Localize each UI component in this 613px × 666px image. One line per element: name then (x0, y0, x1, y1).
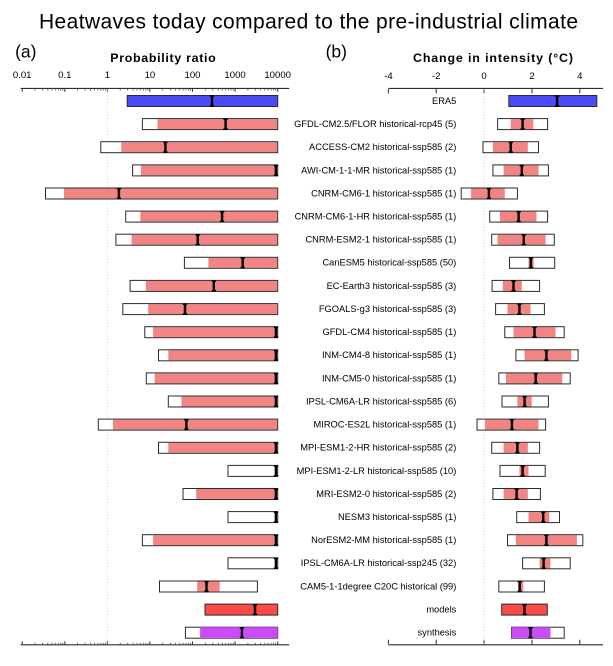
svg-text:100: 100 (184, 70, 200, 81)
svg-text:ACCESS-CM2 historical-ssp585 (: ACCESS-CM2 historical-ssp585 (2) (309, 142, 456, 152)
svg-text:NESM3 historical-ssp585 (1): NESM3 historical-ssp585 (1) (338, 512, 456, 522)
svg-text:(b): (b) (326, 41, 347, 61)
svg-text:NorESM2-MM historical-ssp585 (: NorESM2-MM historical-ssp585 (1) (311, 535, 456, 545)
svg-text:CNRM-ESM2-1 historical-ssp585: CNRM-ESM2-1 historical-ssp585 (1) (305, 235, 456, 245)
svg-text:CNRM-CM6-1-HR historical-ssp58: CNRM-CM6-1-HR historical-ssp585 (1) (295, 212, 457, 222)
svg-text:synthesis: synthesis (418, 628, 457, 638)
svg-text:INM-CM5-0 historical-ssp585 (1: INM-CM5-0 historical-ssp585 (1) (322, 373, 456, 383)
svg-text:0.1: 0.1 (58, 70, 71, 81)
svg-text:2: 2 (529, 71, 534, 82)
svg-text:EC-Earth3 historical-ssp585 (3: EC-Earth3 historical-ssp585 (3) (327, 281, 457, 291)
svg-text:10: 10 (145, 70, 156, 81)
svg-text:(a): (a) (15, 41, 36, 61)
svg-text:CNRM-CM6-1 historical-ssp585 (: CNRM-CM6-1 historical-ssp585 (1) (311, 188, 456, 198)
svg-text:Change in intensity (°C): Change in intensity (°C) (413, 51, 573, 65)
svg-text:MPI-ESM1-2-HR historical-ssp58: MPI-ESM1-2-HR historical-ssp585 (2) (300, 443, 456, 453)
svg-text:GFDL-CM2.5/FLOR historical-rcp: GFDL-CM2.5/FLOR historical-rcp45 (5) (294, 119, 456, 129)
svg-text:1: 1 (105, 70, 110, 81)
svg-text:CanESM5 historical-ssp585 (50): CanESM5 historical-ssp585 (50) (322, 258, 456, 268)
svg-text:-2: -2 (432, 71, 441, 82)
svg-text:MRI-ESM2-0 historical-ssp585 (: MRI-ESM2-0 historical-ssp585 (2) (316, 489, 456, 499)
svg-text:1000: 1000 (224, 70, 245, 81)
svg-text:AWI-CM-1-1-MR historical-ssp58: AWI-CM-1-1-MR historical-ssp585 (1) (301, 165, 456, 175)
svg-text:INM-CM4-8 historical-ssp585 (1: INM-CM4-8 historical-ssp585 (1) (322, 350, 456, 360)
svg-text:CAM5-1-1degree C20C historical: CAM5-1-1degree C20C historical (99) (300, 581, 456, 591)
svg-text:0: 0 (481, 71, 486, 82)
svg-text:10000: 10000 (264, 70, 291, 81)
svg-text:GFDL-CM4 historical-ssp585 (1): GFDL-CM4 historical-ssp585 (1) (322, 327, 456, 337)
svg-text:Heatwaves today compared to th: Heatwaves today compared to the pre-indu… (39, 10, 578, 33)
svg-text:FGOALS-g3 historical-ssp585 (3: FGOALS-g3 historical-ssp585 (3) (319, 304, 456, 314)
svg-text:Probability ratio: Probability ratio (110, 51, 216, 65)
svg-text:-4: -4 (384, 71, 393, 82)
svg-text:ERA5: ERA5 (432, 96, 456, 106)
svg-text:MPI-ESM1-2-LR historical-ssp58: MPI-ESM1-2-LR historical-ssp585 (10) (297, 466, 457, 476)
svg-text:IPSL-CM6A-LR historical-ssp245: IPSL-CM6A-LR historical-ssp245 (32) (301, 558, 457, 568)
svg-text:MIROC-ES2L historical-ssp585 (: MIROC-ES2L historical-ssp585 (1) (314, 420, 457, 430)
svg-text:0.01: 0.01 (13, 70, 32, 81)
svg-text:4: 4 (577, 71, 583, 82)
svg-text:IPSL-CM6A-LR historical-ssp585: IPSL-CM6A-LR historical-ssp585 (6) (306, 396, 456, 406)
svg-text:models: models (426, 605, 456, 615)
